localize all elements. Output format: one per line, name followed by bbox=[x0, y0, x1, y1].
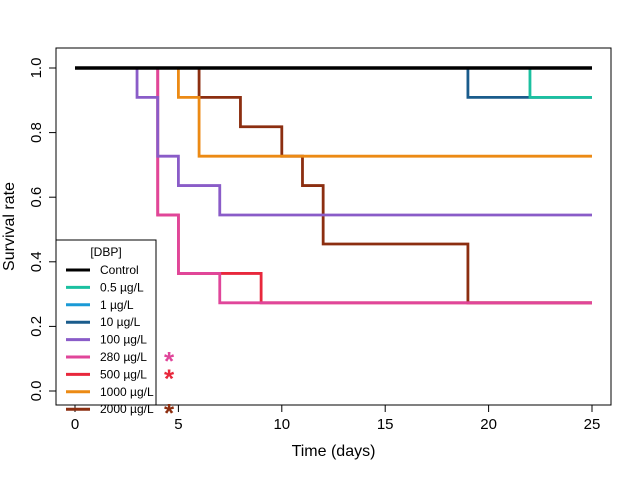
x-tick-label: 5 bbox=[174, 416, 182, 433]
legend-label-4: 100 µg/L bbox=[100, 333, 147, 347]
axes: 0 5 10 15 20 25 0.0 0.2 0.4 0.6 0.8 1.0 bbox=[28, 58, 600, 433]
series-line-4 bbox=[75, 66, 592, 217]
legend-label-0: Control bbox=[100, 263, 139, 277]
y-tick-label: 0.8 bbox=[28, 122, 45, 143]
x-tick-label: 15 bbox=[377, 416, 394, 433]
series-line-1 bbox=[75, 66, 592, 99]
legend-label-8: 2000 µg/L bbox=[100, 402, 154, 416]
legend-label-3: 10 µg/L bbox=[100, 315, 141, 329]
y-axis-label: Survival rate bbox=[1, 182, 18, 271]
significance-asterisk: * bbox=[164, 346, 175, 376]
series-line-5 bbox=[75, 66, 592, 305]
y-tick-label: 0.0 bbox=[28, 381, 45, 402]
legend-title: [DBP] bbox=[90, 245, 121, 259]
y-tick-label: 0.6 bbox=[28, 187, 45, 208]
x-tick-label: 10 bbox=[273, 416, 290, 433]
x-axis-label: Time (days) bbox=[292, 443, 376, 460]
x-tick-label: 0 bbox=[71, 416, 79, 433]
series-lines bbox=[75, 66, 592, 305]
y-tick-label: 0.2 bbox=[28, 316, 45, 337]
legend-label-2: 1 µg/L bbox=[100, 298, 134, 312]
significance-asterisk: * bbox=[164, 363, 175, 393]
legend-label-5: 280 µg/L bbox=[100, 350, 147, 364]
significance-markers: *** bbox=[164, 346, 175, 428]
series-line-3 bbox=[75, 66, 592, 99]
series-line-7 bbox=[75, 66, 592, 158]
significance-asterisk: * bbox=[164, 398, 175, 428]
y-tick-label: 0.4 bbox=[28, 251, 45, 272]
legend-label-6: 500 µg/L bbox=[100, 367, 147, 381]
x-tick-label: 20 bbox=[480, 416, 497, 433]
legend-label-1: 0.5 µg/L bbox=[100, 280, 144, 294]
y-tick-label: 1.0 bbox=[28, 58, 45, 79]
legend: [DBP] Control 0.5 µg/L 1 µg/L 10 µg/L 100 µg/… bbox=[55, 239, 157, 416]
x-tick-label: 25 bbox=[584, 416, 601, 433]
legend-label-7: 1000 µg/L bbox=[100, 385, 154, 399]
